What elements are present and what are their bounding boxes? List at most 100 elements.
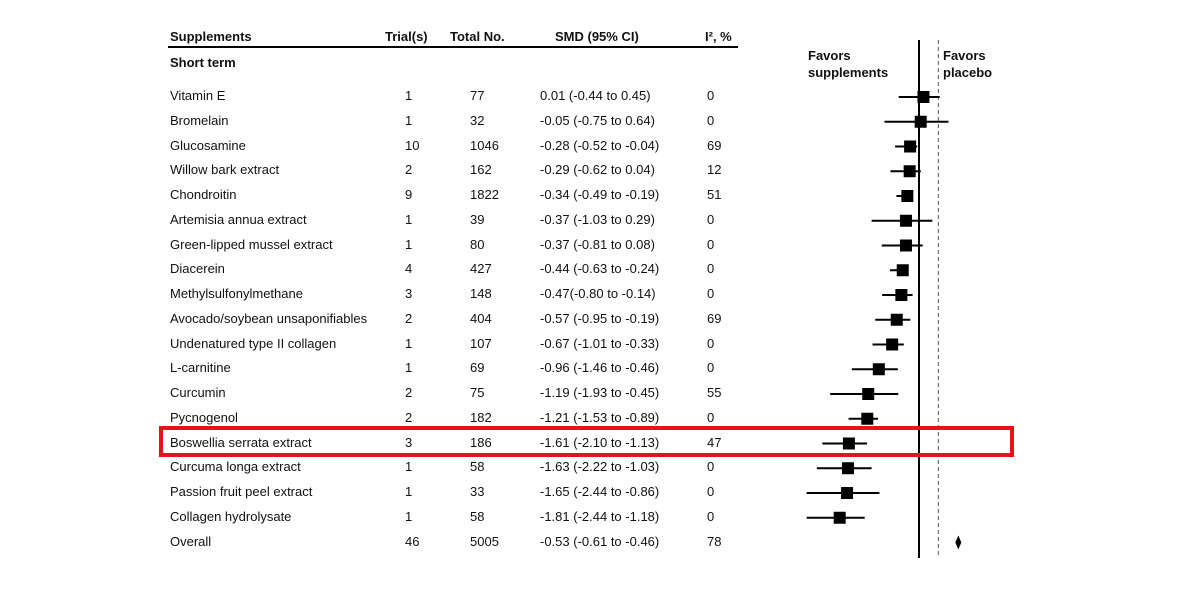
row-smd-ci: -1.21 (-1.53 to -0.89) [540,409,660,425]
point-estimate-marker [841,487,854,499]
row-smd-ci: -0.29 (-0.62 to 0.04) [540,162,655,178]
favors-right-line2: placebo [943,65,993,80]
point-estimate-marker [899,239,912,252]
point-estimate-marker [896,264,909,277]
row-total: 107 [470,335,492,351]
header-divider [168,46,738,48]
highlight-box [159,426,1014,457]
row-smd-ci: -0.44 (-0.63 to -0.24) [540,261,660,277]
row-i2: 0 [707,409,715,425]
row-total: 77 [470,88,485,103]
point-estimate-marker [842,437,855,450]
row-supplement-name: Green-lipped mussel extract [170,236,333,252]
row-smd-ci: -0.96 (-1.46 to -0.46) [540,360,660,376]
favors-left-line2: supplements [808,65,889,80]
favors-right-line1: Favors [943,48,986,63]
row-total: 182 [470,409,492,425]
row-trials: 2 [405,310,413,326]
row-i2: 69 [707,137,722,153]
row-smd-ci: -0.37 (-0.81 to 0.08) [540,236,655,252]
point-estimate-marker [890,313,903,326]
header-i2: I², % [705,29,732,44]
favors-left-line1: Favors [808,48,851,63]
row-smd-ci: -1.63 (-2.22 to -1.03) [540,459,660,475]
row-i2: 0 [707,459,715,475]
row-supplement-name: Vitamin E [170,88,226,103]
point-estimate-marker [895,289,908,301]
row-i2: 0 [707,236,715,252]
row-trials: 46 [405,533,420,549]
point-estimate-marker [841,462,854,475]
row-trials: 3 [405,286,413,301]
row-supplement-name: Curcumin [170,385,226,400]
point-estimate-marker [901,190,914,202]
row-trials: 2 [405,162,413,178]
row-i2: 0 [707,211,715,227]
header-smd: SMD (95% CI) [555,29,639,44]
row-total: 58 [470,459,485,475]
point-estimate-marker [914,115,927,128]
row-supplement-name: Diacerein [170,261,225,277]
row-trials: 1 [405,88,413,103]
row-total: 32 [470,112,485,128]
row-trials: 10 [405,137,420,153]
row-trials: 3 [405,434,413,450]
row-supplement-name: Overall [170,533,212,549]
row-i2: 78 [707,533,722,549]
row-supplement-name: Collagen hydrolysate [170,508,292,524]
row-trials: 1 [405,236,413,252]
row-trials: 9 [405,187,413,202]
favors-placebo-label: Favors placebo [943,47,992,81]
row-trials: 1 [405,459,413,475]
point-estimate-marker [904,140,917,153]
row-i2: 0 [707,508,715,524]
row-total: 404 [470,310,492,326]
row-smd-ci: -1.61 (-2.10 to -1.13) [540,434,660,450]
row-supplement-name: Pycnogenol [170,409,238,425]
row-supplement-name: L-carnitine [170,360,231,376]
point-estimate-marker [886,338,899,351]
row-total: 33 [470,484,485,499]
row-trials: 1 [405,360,413,376]
row-i2: 0 [707,112,715,128]
row-i2: 0 [707,484,715,499]
row-supplement-name: Willow bark extract [170,162,280,178]
point-estimate-marker [861,412,874,425]
row-smd-ci: -1.81 (-2.44 to -1.18) [540,508,660,524]
row-i2: 0 [707,88,715,103]
row-supplement-name: Avocado/soybean unsaponifiables [170,310,368,326]
row-trials: 1 [405,508,413,524]
row-smd-ci: -0.28 (-0.52 to -0.04) [540,137,660,153]
row-trials: 1 [405,335,413,351]
row-smd-ci: -0.05 (-0.75 to 0.64) [540,112,655,128]
row-total: 162 [470,162,492,178]
row-total: 75 [470,385,485,400]
row-trials: 2 [405,409,413,425]
row-trials: 1 [405,484,413,499]
row-supplement-name: Bromelain [170,112,229,128]
row-total: 427 [470,261,492,277]
row-i2: 47 [707,434,722,450]
row-i2: 69 [707,310,722,326]
row-trials: 1 [405,211,413,227]
row-total: 148 [470,286,492,301]
row-trials: 2 [405,385,413,400]
row-total: 1046 [470,137,499,153]
row-supplement-name: Glucosamine [170,137,246,153]
point-estimate-marker [917,91,930,103]
row-supplement-name: Artemisia annua extract [170,211,307,227]
row-smd-ci: -1.19 (-1.93 to -0.45) [540,385,660,400]
row-smd-ci: -0.34 (-0.49 to -0.19) [540,187,660,202]
row-total: 186 [470,434,492,450]
row-smd-ci: -0.37 (-1.03 to 0.29) [540,211,655,227]
header-total: Total No. [450,29,505,44]
row-i2: 12 [707,162,722,178]
row-trials: 1 [405,112,413,128]
row-smd-ci: -0.67 (-1.01 to -0.33) [540,335,660,351]
row-i2: 51 [707,187,722,202]
row-total: 58 [470,508,485,524]
section-subtitle: Short term [170,55,236,70]
point-estimate-marker [833,511,846,524]
row-smd-ci: -1.65 (-2.44 to -0.86) [540,484,660,499]
